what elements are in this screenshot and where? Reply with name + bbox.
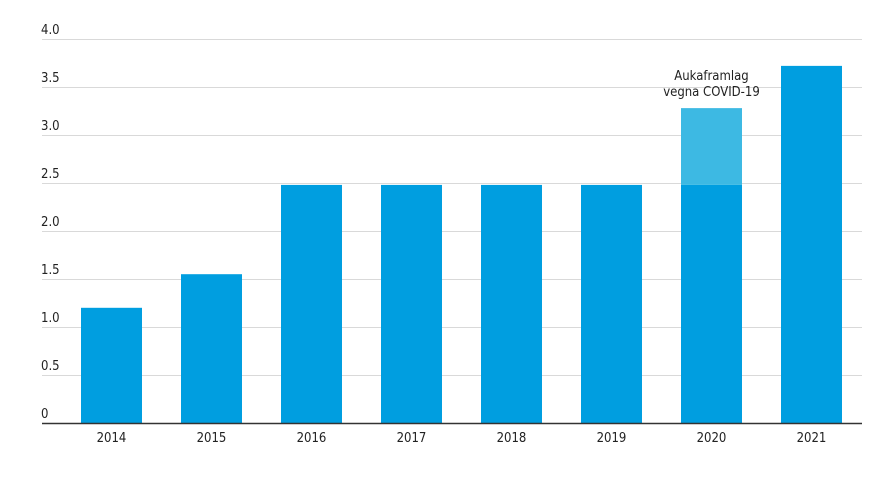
- y-tick-label: 3.0: [41, 119, 60, 134]
- bar-2019: [581, 184, 642, 423]
- y-tick-label: 1.0: [41, 311, 60, 326]
- y-tick-label: 2.0: [41, 215, 60, 230]
- y-tick-label: 0: [41, 407, 48, 422]
- y-tick-label: 2.5: [41, 167, 60, 182]
- y-axis-ticks: 0 0.5 1.0 1.5 2.0 2.5 3.0 3.5 4.0: [41, 23, 60, 422]
- x-tick-label-2020: 2020: [697, 431, 727, 446]
- annotation-text: vegna COVID-19: [663, 85, 760, 100]
- gridlines: [42, 39, 862, 376]
- x-tick-label-2015: 2015: [197, 431, 227, 446]
- x-tick-label-2018: 2018: [497, 431, 527, 446]
- y-tick-label: 3.5: [41, 71, 60, 86]
- bar-2014: [81, 307, 142, 423]
- x-tick-label-2019: 2019: [597, 431, 627, 446]
- x-tick-label-2021: 2021: [797, 431, 827, 446]
- bars: [81, 65, 842, 423]
- y-tick-label: 1.5: [41, 263, 60, 278]
- y-tick-label: 4.0: [41, 23, 60, 38]
- bar-2016: [281, 184, 342, 423]
- x-tick-label-2016: 2016: [297, 431, 327, 446]
- x-tick-label-2017: 2017: [397, 431, 427, 446]
- bar-2017: [381, 184, 442, 423]
- bar-2021: [781, 65, 842, 423]
- x-axis-ticks: 2014 2015 2016 2017 2018 2019 2020 2021: [97, 431, 827, 446]
- bar-2020: [681, 184, 742, 423]
- annotation-text: Aukaframlag: [674, 69, 748, 84]
- x-tick-label-2014: 2014: [97, 431, 127, 446]
- bar-2018: [481, 184, 542, 423]
- bar-extra-2020: [681, 108, 742, 185]
- y-tick-label: 0.5: [41, 359, 60, 374]
- bar-2015: [181, 274, 242, 423]
